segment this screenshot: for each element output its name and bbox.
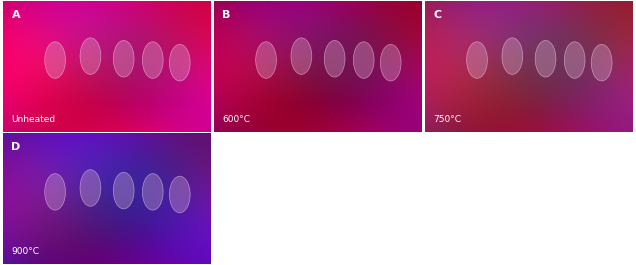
Text: C: C <box>433 10 441 20</box>
Text: 600°C: 600°C <box>223 115 251 124</box>
Ellipse shape <box>45 174 66 210</box>
Ellipse shape <box>80 38 101 74</box>
Text: D: D <box>11 142 21 152</box>
Text: A: A <box>11 10 20 20</box>
Text: Unheated: Unheated <box>11 115 55 124</box>
Ellipse shape <box>142 174 163 210</box>
Ellipse shape <box>591 45 612 81</box>
Ellipse shape <box>354 42 374 78</box>
Ellipse shape <box>291 38 312 74</box>
Ellipse shape <box>142 42 163 78</box>
Text: 750°C: 750°C <box>433 115 461 124</box>
Ellipse shape <box>467 42 487 78</box>
Ellipse shape <box>380 45 401 81</box>
Ellipse shape <box>256 42 277 78</box>
Ellipse shape <box>169 176 190 213</box>
Ellipse shape <box>502 38 523 74</box>
Ellipse shape <box>169 45 190 81</box>
Ellipse shape <box>535 41 556 77</box>
Text: B: B <box>223 10 231 20</box>
Ellipse shape <box>113 41 134 77</box>
Text: 900°C: 900°C <box>11 247 39 256</box>
Ellipse shape <box>564 42 585 78</box>
Ellipse shape <box>45 42 66 78</box>
Ellipse shape <box>80 170 101 206</box>
Ellipse shape <box>324 41 345 77</box>
Ellipse shape <box>113 172 134 209</box>
